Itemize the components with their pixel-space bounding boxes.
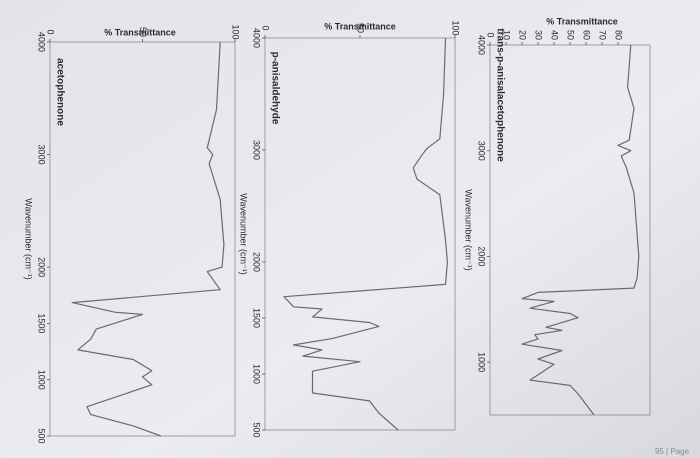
compound-name: trans-p-anisalacetophenone	[494, 28, 505, 162]
transmittance-tick-label: 0	[46, 29, 56, 34]
wavenumber-tick-label: 1500	[252, 308, 262, 328]
axis-label: Wavenumber (cm⁻¹)	[239, 193, 249, 274]
transmittance-tick-label: 100	[231, 24, 241, 39]
wavenumber-tick-label: 3000	[477, 141, 487, 161]
wavenumber-tick-label: 500	[37, 428, 47, 443]
spectrum-line	[71, 41, 225, 437]
wavenumber-tick-label: 1000	[252, 364, 262, 384]
wavenumber-tick-label: 4000	[477, 35, 487, 55]
compound-name: p-anisaldehyde	[269, 52, 280, 125]
spectrum-line	[521, 44, 640, 416]
transmittance-tick-label: 50	[138, 27, 148, 37]
wavenumber-tick-label: 2000	[37, 257, 47, 277]
wavenumber-tick-label: 2000	[477, 246, 487, 266]
axis-title: % Transmittance	[324, 21, 396, 31]
transmittance-tick-label: 40	[550, 30, 560, 40]
transmittance-tick-label: 0	[261, 25, 271, 30]
transmittance-tick-label: 30	[534, 30, 544, 40]
wavenumber-tick-label: 1000	[37, 370, 47, 390]
wavenumber-tick-label: 3000	[37, 145, 47, 165]
transmittance-tick-label: 60	[582, 30, 592, 40]
axis-title: % Transmittance	[546, 16, 618, 26]
transmittance-tick-label: 100	[451, 20, 461, 35]
page-footer: 95 | Page	[655, 447, 690, 456]
transmittance-tick-label: 80	[614, 30, 624, 40]
transmittance-tick-label: 50	[356, 23, 366, 33]
wavenumber-tick-label: 500	[252, 422, 262, 437]
wavenumber-tick-label: 4000	[37, 32, 47, 52]
transmittance-tick-label: 10	[502, 30, 512, 40]
axis-label: Wavenumber (cm⁻¹)	[464, 189, 474, 270]
transmittance-tick-label: 70	[598, 30, 608, 40]
wavenumber-tick-label: 2000	[252, 252, 262, 272]
axis-title: % Transmittance	[104, 27, 176, 37]
transmittance-tick-label: 0	[486, 32, 496, 37]
wavenumber-tick-label: 3000	[252, 140, 262, 160]
wavenumber-tick-label: 4000	[252, 28, 262, 48]
axis-label: Wavenumber (cm⁻¹)	[24, 198, 34, 279]
transmittance-tick-label: 20	[518, 30, 528, 40]
compound-name: acetophenone	[54, 58, 65, 126]
spectrum-line	[283, 37, 448, 431]
transmittance-tick-label: 50	[566, 30, 576, 40]
wavenumber-tick-label: 1500	[37, 313, 47, 333]
wavenumber-tick-label: 1000	[477, 352, 487, 372]
